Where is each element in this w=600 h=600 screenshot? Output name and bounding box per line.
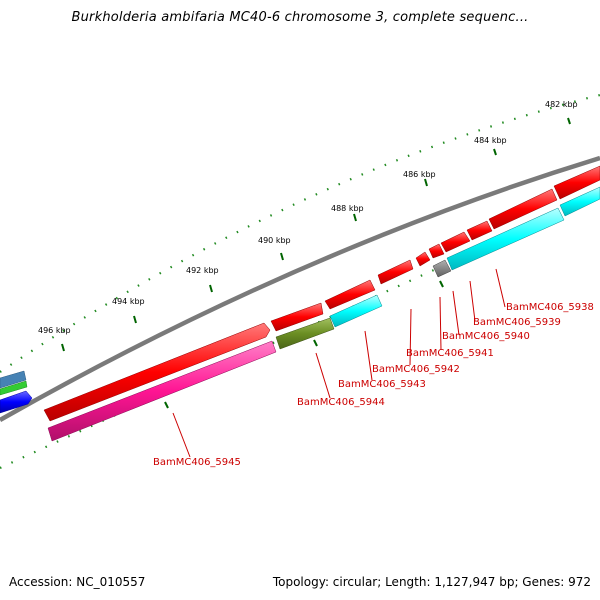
tick-496 (61, 343, 65, 352)
gene-red-9 (488, 188, 558, 230)
gene-blue (0, 390, 33, 414)
gene-red-5 (415, 251, 431, 267)
gene-5938-cyan (559, 186, 600, 217)
leader-5940 (452, 290, 460, 336)
map-title: Burkholderia ambifaria MC40-6 chromosome… (71, 10, 529, 25)
gene-5940-gray (432, 259, 452, 278)
scale-label-484: 484 kbp (474, 136, 507, 145)
leader-5938 (495, 268, 506, 308)
gene-label-5942: BamMC406_5942 (372, 364, 460, 375)
lower-gene-track (47, 186, 600, 442)
inner-scale-ticks (164, 280, 444, 409)
scale-labels: 482 kbp 484 kbp 486 kbp 488 kbp 490 kbp … (38, 100, 578, 335)
gene-label-5944: BamMC406_5944 (297, 397, 385, 408)
left-partial-genes (0, 370, 33, 414)
upper-gene-track (43, 165, 600, 422)
scale-label-486: 486 kbp (403, 170, 436, 179)
leader-5941 (439, 296, 442, 351)
leader-5943 (364, 330, 373, 381)
gene-5945-magenta (47, 340, 277, 442)
leader-5942 (409, 308, 412, 366)
tick-490 (280, 252, 284, 261)
accession-text: Accession: NC_010557 (9, 575, 146, 589)
leader-5945 (172, 412, 191, 458)
tick-482 (567, 117, 571, 125)
gene-5943-cyan (329, 294, 383, 328)
gene-label-5940: BamMC406_5940 (442, 331, 530, 342)
scale-label-494: 494 kbp (112, 297, 145, 306)
label-leaders (172, 268, 506, 458)
topology-summary: Topology: circular; Length: 1,127,947 bp… (272, 575, 591, 589)
scale-label-492: 492 kbp (186, 266, 219, 275)
gene-red-7 (440, 231, 471, 253)
gene-label-5938: BamMC406_5938 (506, 302, 594, 313)
tick-488 (353, 213, 357, 222)
gene-red-10 (553, 165, 600, 200)
genome-backbone (0, 155, 600, 422)
tick-494 (133, 315, 137, 324)
leader-5939 (469, 280, 476, 322)
gene-red-3 (324, 279, 376, 310)
scale-ticks (61, 117, 571, 352)
gene-label-5939: BamMC406_5939 (473, 317, 561, 328)
tick-492 (209, 284, 213, 293)
tick-484 (493, 148, 497, 156)
gene-5939-cyan (446, 207, 565, 271)
gene-label-5941: BamMC406_5941 (406, 348, 494, 359)
tick-486 (424, 178, 428, 187)
gene-label-5943: BamMC406_5943 (338, 379, 426, 390)
gene-green (0, 380, 28, 396)
outer-scale-dots (0, 93, 600, 373)
scale-label-496: 496 kbp (38, 326, 71, 335)
leader-5944 (315, 352, 331, 399)
gene-red-8 (466, 220, 493, 241)
outer-scale (0, 93, 600, 373)
gene-red-2 (270, 302, 324, 332)
scale-label-482: 482 kbp (545, 100, 578, 109)
gene-labels: BamMC406_5938 BamMC406_5939 BamMC406_594… (153, 302, 594, 468)
gene-5944-olive (275, 317, 335, 350)
gene-steelblue (0, 370, 27, 389)
gene-label-5945: BamMC406_5945 (153, 457, 241, 468)
scale-label-488: 488 kbp (331, 204, 364, 213)
gene-red-6 (428, 243, 445, 259)
gene-red-4 (377, 259, 414, 285)
gene-5945-red (43, 322, 271, 422)
scale-label-490: 490 kbp (258, 236, 291, 245)
